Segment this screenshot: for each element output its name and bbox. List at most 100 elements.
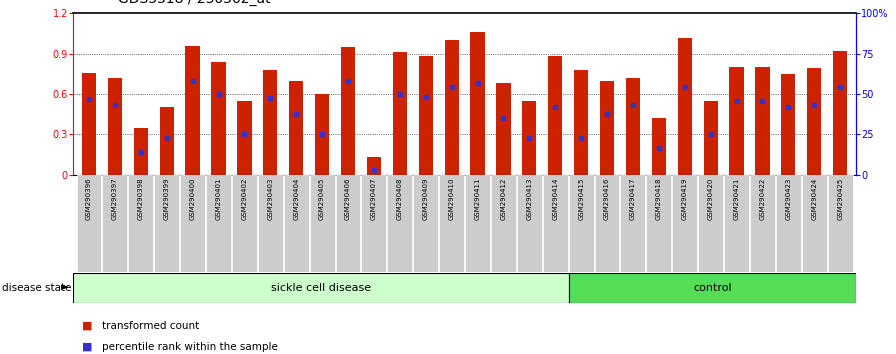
- Bar: [392, 52, 407, 175]
- Bar: [336, 175, 360, 272]
- Bar: [522, 101, 537, 175]
- Bar: [807, 68, 822, 175]
- Text: GDS3318 / 230362_at: GDS3318 / 230362_at: [118, 0, 271, 6]
- Bar: [677, 38, 692, 175]
- Text: GSM290421: GSM290421: [734, 177, 739, 220]
- Text: transformed count: transformed count: [102, 321, 200, 331]
- Text: GSM290424: GSM290424: [811, 177, 817, 220]
- Text: sickle cell disease: sickle cell disease: [271, 282, 371, 293]
- Bar: [802, 175, 827, 272]
- Bar: [73, 273, 569, 303]
- Text: GSM290420: GSM290420: [708, 177, 713, 220]
- Bar: [180, 175, 205, 272]
- Bar: [595, 175, 619, 272]
- Text: GSM290409: GSM290409: [423, 177, 428, 220]
- Bar: [413, 175, 438, 272]
- Bar: [444, 40, 459, 175]
- Text: GSM290404: GSM290404: [293, 177, 299, 220]
- Bar: [185, 46, 200, 175]
- Bar: [258, 175, 283, 272]
- Bar: [237, 101, 252, 175]
- Text: GSM290411: GSM290411: [475, 177, 480, 220]
- Text: GSM290406: GSM290406: [345, 177, 351, 220]
- Bar: [750, 175, 775, 272]
- Bar: [310, 175, 334, 272]
- Bar: [621, 175, 645, 272]
- Bar: [206, 175, 231, 272]
- Text: percentile rank within the sample: percentile rank within the sample: [102, 342, 278, 352]
- Text: GSM290403: GSM290403: [267, 177, 273, 220]
- Bar: [470, 32, 485, 175]
- Bar: [517, 175, 542, 272]
- Bar: [108, 78, 122, 175]
- Text: ■: ■: [82, 321, 93, 331]
- Bar: [569, 175, 593, 272]
- Bar: [263, 70, 278, 175]
- Bar: [569, 273, 856, 303]
- Text: GSM290396: GSM290396: [86, 177, 92, 220]
- Bar: [703, 101, 718, 175]
- Bar: [828, 175, 853, 272]
- Text: GSM290413: GSM290413: [526, 177, 532, 220]
- Bar: [698, 175, 723, 272]
- Text: GSM290422: GSM290422: [760, 177, 765, 220]
- Text: GSM290414: GSM290414: [552, 177, 558, 220]
- Bar: [543, 175, 568, 272]
- Text: ■: ■: [82, 342, 93, 352]
- Bar: [600, 81, 614, 175]
- Text: GSM290423: GSM290423: [785, 177, 791, 220]
- Bar: [387, 175, 412, 272]
- Bar: [102, 175, 127, 272]
- Bar: [833, 51, 848, 175]
- Text: GSM290418: GSM290418: [656, 177, 662, 220]
- Bar: [465, 175, 490, 272]
- Bar: [340, 47, 355, 175]
- Bar: [651, 118, 666, 175]
- Bar: [491, 175, 516, 272]
- Bar: [76, 175, 101, 272]
- Bar: [128, 175, 153, 272]
- Bar: [574, 70, 589, 175]
- Text: GSM290416: GSM290416: [604, 177, 610, 220]
- Text: GSM290405: GSM290405: [319, 177, 325, 220]
- Bar: [134, 127, 148, 175]
- Bar: [755, 67, 770, 175]
- Text: GSM290408: GSM290408: [397, 177, 403, 220]
- Text: GSM290412: GSM290412: [501, 177, 506, 220]
- Bar: [361, 175, 386, 272]
- Bar: [439, 175, 464, 272]
- Bar: [366, 157, 381, 175]
- Text: GSM290419: GSM290419: [682, 177, 688, 220]
- Text: GSM290402: GSM290402: [241, 177, 247, 220]
- Text: GSM290397: GSM290397: [112, 177, 118, 220]
- Bar: [781, 74, 796, 175]
- Bar: [672, 175, 697, 272]
- Text: GSM290398: GSM290398: [138, 177, 144, 220]
- Bar: [548, 56, 563, 175]
- Text: GSM290417: GSM290417: [630, 177, 636, 220]
- Bar: [729, 67, 744, 175]
- Bar: [232, 175, 257, 272]
- Bar: [289, 81, 304, 175]
- Text: GSM290410: GSM290410: [449, 177, 454, 220]
- Bar: [315, 94, 329, 175]
- Bar: [646, 175, 671, 272]
- Text: control: control: [693, 282, 732, 293]
- Bar: [159, 107, 174, 175]
- Bar: [418, 56, 433, 175]
- Text: disease state: disease state: [2, 282, 72, 293]
- Text: GSM290407: GSM290407: [371, 177, 377, 220]
- Bar: [724, 175, 749, 272]
- Bar: [496, 83, 511, 175]
- Text: GSM290415: GSM290415: [578, 177, 584, 220]
- Bar: [82, 73, 96, 175]
- Text: GSM290401: GSM290401: [216, 177, 221, 220]
- Text: ►: ►: [61, 282, 69, 293]
- Bar: [154, 175, 179, 272]
- Bar: [625, 78, 640, 175]
- Bar: [211, 62, 226, 175]
- Bar: [284, 175, 308, 272]
- Text: GSM290399: GSM290399: [164, 177, 169, 220]
- Bar: [776, 175, 801, 272]
- Text: GSM290425: GSM290425: [837, 177, 843, 220]
